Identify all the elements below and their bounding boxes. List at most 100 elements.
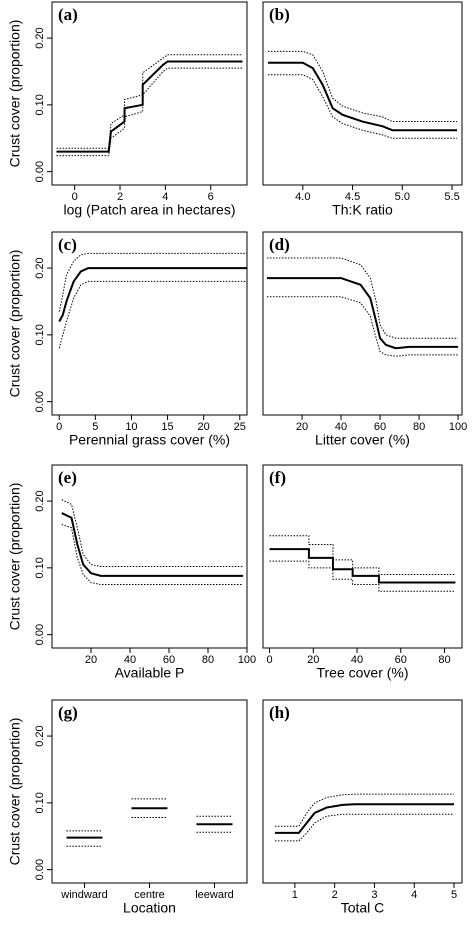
x-tick-label: 5: [92, 421, 98, 433]
x-tick-label: 25: [234, 421, 246, 433]
x-tick-label: 3: [371, 889, 377, 901]
line: [56, 54, 243, 149]
line: [61, 499, 244, 568]
x-tick-label: 0: [266, 654, 272, 666]
panel-label: (h): [269, 703, 290, 722]
panel-label: (a): [58, 5, 78, 24]
panel-label: (c): [58, 235, 77, 254]
x-tick-label: 80: [438, 654, 450, 666]
line: [274, 793, 455, 827]
x-tick-label: 6: [208, 191, 214, 203]
x-axis-label: Location: [123, 900, 176, 916]
line: [274, 803, 455, 834]
line: [58, 280, 247, 349]
line: [266, 277, 459, 350]
y-tick-label: 0.00: [34, 391, 46, 412]
line: [58, 252, 247, 312]
x-axis-label: Litter cover (%): [315, 432, 410, 448]
y-tick-label: 0.20: [34, 27, 46, 48]
y-axis-label: Crust cover (proportion): [7, 250, 23, 398]
panel-label: (d): [269, 235, 290, 254]
line: [267, 74, 458, 139]
x-tick-label: 5.0: [395, 191, 410, 203]
line: [61, 512, 244, 577]
x-tick-label: 60: [374, 421, 386, 433]
y-tick-label: 0.00: [34, 859, 46, 880]
y-tick-label: 0.20: [34, 490, 46, 511]
panel-label: (f): [269, 468, 286, 487]
x-tick-label: 60: [163, 654, 175, 666]
y-axis-label: Crust cover (proportion): [7, 718, 23, 866]
x-tick-label: 100: [238, 654, 256, 666]
x-tick-label: 80: [413, 421, 425, 433]
x-tick-label: 4: [411, 889, 417, 901]
x-tick-label: 4.0: [295, 191, 310, 203]
x-tick-label: 40: [351, 654, 363, 666]
x-tick-label: 4.5: [345, 191, 360, 203]
x-tick-label: 60: [395, 654, 407, 666]
x-tick-label: 15: [161, 421, 173, 433]
line: [267, 61, 458, 132]
x-tick-label: 40: [335, 421, 347, 433]
y-tick-label: 0.10: [34, 94, 46, 115]
line: [267, 50, 458, 123]
x-tick-label: 20: [85, 654, 97, 666]
x-axis-label: Perennial grass cover (%): [69, 432, 230, 448]
line: [56, 67, 243, 157]
y-tick-label: 0.20: [34, 725, 46, 746]
x-tick-label: 4: [162, 191, 168, 203]
x-tick-label: 20: [198, 421, 210, 433]
y-axis-label: Crust cover (proportion): [7, 483, 23, 631]
plot-frame: [51, 699, 248, 884]
plot-frame: [51, 464, 248, 649]
x-axis-label: log (Patch area in hectares): [64, 202, 236, 218]
line: [61, 523, 244, 586]
x-tick-label: 0: [72, 191, 78, 203]
x-tick-label: 2: [117, 191, 123, 203]
x-tick-label: 0: [56, 421, 62, 433]
panel-label: (e): [58, 468, 77, 487]
line: [269, 548, 456, 584]
x-tick-label: 80: [202, 654, 214, 666]
y-tick-label: 0.10: [34, 557, 46, 578]
x-tick-label: 10: [125, 421, 137, 433]
line: [269, 560, 456, 592]
y-axis-label: Crust cover (proportion): [7, 20, 23, 168]
line: [266, 296, 459, 357]
x-tick-label: 1: [292, 889, 298, 901]
x-axis-label: Tree cover (%): [316, 665, 408, 681]
x-tick-label: 20: [296, 421, 308, 433]
plot-frame: [262, 699, 463, 884]
line: [269, 535, 456, 576]
line: [58, 267, 247, 322]
x-tick-label: 40: [124, 654, 136, 666]
line: [274, 813, 455, 842]
x-tick-label: 100: [449, 421, 467, 433]
x-axis-label: Th:K ratio: [332, 202, 393, 218]
plot-frame: [262, 231, 463, 416]
y-tick-label: 0.00: [34, 624, 46, 645]
panel-label: (b): [269, 5, 290, 24]
x-tick-label: windward: [60, 889, 107, 901]
x-tick-label: 5.5: [444, 191, 459, 203]
line: [56, 60, 243, 153]
y-tick-label: 0.00: [34, 161, 46, 182]
line: [266, 257, 459, 339]
x-tick-label: centre: [134, 889, 165, 901]
y-tick-label: 0.10: [34, 324, 46, 345]
plot-frame: [262, 1, 463, 186]
plot-frame: [51, 231, 248, 416]
x-axis-label: Total C: [341, 900, 385, 916]
plot-frame: [262, 464, 463, 649]
panel-label: (g): [58, 703, 78, 722]
x-tick-label: 5: [451, 889, 457, 901]
plot-frame: [51, 1, 248, 186]
x-tick-label: 20: [307, 654, 319, 666]
y-tick-label: 0.20: [34, 257, 46, 278]
x-tick-label: leeward: [195, 889, 234, 901]
y-tick-label: 0.10: [34, 792, 46, 813]
x-axis-label: Available P: [115, 665, 185, 681]
x-tick-label: 2: [332, 889, 338, 901]
